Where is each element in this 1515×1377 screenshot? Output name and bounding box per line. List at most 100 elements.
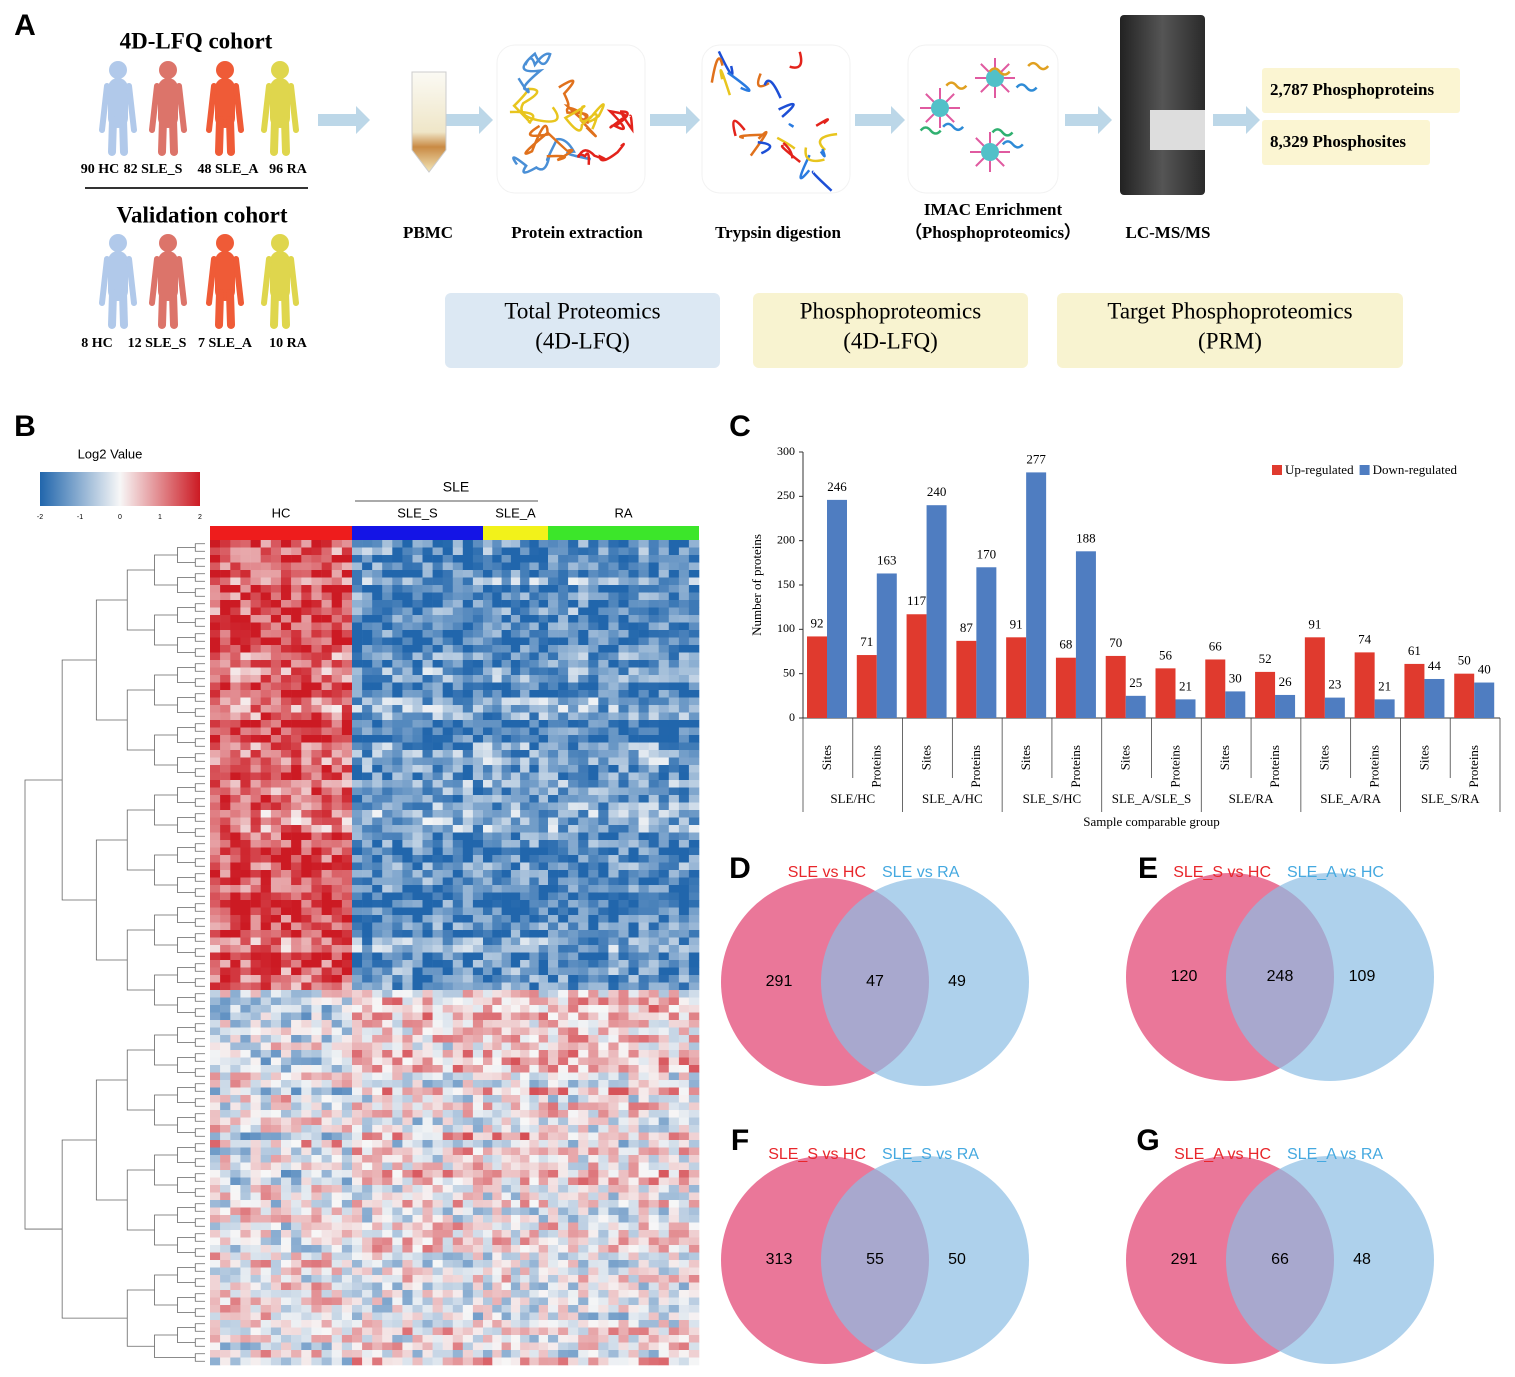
heatmap-cell: [538, 877, 549, 886]
heatmap-cell: [578, 840, 589, 848]
heatmap-cell: [578, 1012, 589, 1021]
heatmap-cell: [352, 847, 363, 856]
heatmap-cell: [520, 622, 530, 631]
heatmap-cell: [422, 1305, 433, 1313]
heatmap-cell: [548, 885, 559, 893]
heatmap-cell: [638, 630, 649, 638]
heatmap-cell: [510, 1222, 521, 1231]
heatmap-cell: [422, 1020, 433, 1028]
heatmap-cell: [362, 862, 373, 871]
heatmap-cell: [352, 930, 363, 938]
heatmap-cell: [422, 1027, 433, 1036]
heatmap-cell: [240, 862, 251, 871]
heatmap-cell: [210, 660, 221, 668]
heatmap-cell: [588, 547, 599, 556]
heatmap-cell: [402, 960, 413, 968]
heatmap-cell: [362, 592, 373, 601]
heatmap-cell: [432, 555, 443, 563]
heatmap-cell: [548, 892, 559, 901]
heatmap-cell: [558, 1230, 569, 1238]
heatmap-cell: [220, 1095, 231, 1103]
heatmap-cell: [578, 1155, 589, 1163]
heatmap-cell: [270, 1290, 282, 1298]
head: [216, 234, 234, 252]
heatmap-cell: [608, 1282, 619, 1291]
heatmap-cell: [281, 1335, 292, 1343]
heatmap-cell: [529, 855, 539, 863]
heatmap-cell: [240, 1252, 251, 1261]
heatmap-cell: [260, 660, 272, 668]
heatmap-cell: [472, 1072, 484, 1081]
heatmap-cell: [432, 1177, 443, 1186]
heatmap-cell: [281, 847, 292, 856]
heatmap-cell: [240, 847, 251, 856]
heatmap-cell: [472, 1357, 484, 1366]
heatmap-cell: [210, 1327, 221, 1336]
heatmap-cell: [240, 982, 251, 991]
heatmap-cell: [462, 1357, 474, 1366]
heatmap-cell: [538, 997, 549, 1006]
heatmap-cell: [412, 1035, 423, 1043]
head: [159, 234, 177, 252]
heatmap-cell: [331, 1252, 343, 1261]
heatmap-cell: [492, 1290, 502, 1298]
heatmap-cell: [220, 1305, 231, 1313]
heatmap-cell: [220, 1200, 231, 1208]
heatmap-cell: [558, 952, 569, 961]
heatmap-cell: [362, 1035, 373, 1043]
heatmap-cell: [270, 742, 282, 751]
heatmap-cell: [270, 682, 282, 691]
heatmap-cell: [372, 562, 383, 571]
heatmap-cell: [362, 877, 373, 886]
heatmap-cell: [250, 937, 261, 946]
heatmap-cell: [432, 1230, 443, 1238]
heatmap-cell: [538, 1320, 549, 1328]
heatmap-cell: [618, 780, 629, 788]
heatmap-cell: [422, 1087, 433, 1096]
heatmap-cell: [240, 1230, 251, 1238]
heatmap-cell: [618, 1237, 629, 1246]
heatmap-cell: [548, 660, 559, 668]
heatmap-cell: [210, 1230, 221, 1238]
heatmap-cell: [598, 855, 609, 863]
heatmap-cell: [520, 937, 530, 946]
heatmap-cell: [520, 750, 530, 758]
heatmap-cell: [492, 570, 502, 578]
heatmap-cell: [608, 1222, 619, 1231]
heatmap-cell: [638, 930, 649, 938]
heatmap-cell: [392, 960, 403, 968]
heatmap-cell: [472, 907, 484, 916]
heatmap-cell: [422, 645, 433, 653]
heatmap-cell: [311, 945, 322, 953]
bead: [981, 143, 999, 161]
heatmap-cell: [270, 547, 282, 556]
heatmap-cell: [492, 652, 502, 661]
heatmap-cell: [483, 930, 493, 938]
heatmap-cell: [412, 735, 423, 743]
heatmap-cell: [352, 997, 363, 1006]
heatmap-cell: [321, 555, 332, 563]
heatmap-cell: [558, 735, 569, 743]
heatmap-cell: [501, 1177, 512, 1186]
heatmap-cell: [529, 1237, 539, 1246]
heatmap-cell: [402, 1200, 413, 1208]
heatmap-cell: [538, 1357, 549, 1366]
heatmap-cell: [281, 1245, 292, 1253]
heatmap-cell: [352, 555, 363, 563]
heatmap-cell: [210, 1312, 221, 1321]
heatmap-cell: [568, 1185, 579, 1193]
heatmap-cell: [281, 1087, 292, 1096]
heatmap-cell: [588, 1342, 599, 1351]
heatmap-cell: [382, 1027, 393, 1036]
heatmap-cell: [220, 682, 231, 691]
heatmap-cell: [529, 1200, 539, 1208]
heatmap-cell: [492, 1102, 502, 1111]
heatmap-cell: [311, 727, 322, 736]
heatmap-cell: [558, 765, 569, 773]
heatmap-cell: [270, 832, 282, 841]
heatmap-cell: [598, 1275, 609, 1283]
heatmap-cell: [520, 1357, 530, 1366]
heatmap-cell: [392, 885, 403, 893]
heatmap-cell: [548, 982, 559, 991]
heatmap-cell: [331, 795, 343, 803]
